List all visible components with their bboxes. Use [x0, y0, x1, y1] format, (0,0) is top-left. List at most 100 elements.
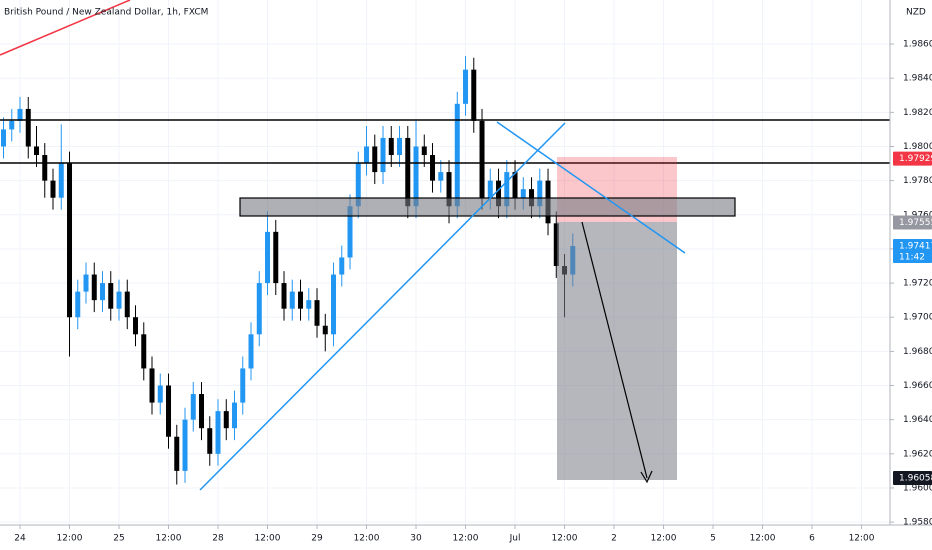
y-tick-label: 1.96000: [903, 483, 932, 493]
candle-body: [75, 291, 81, 318]
x-tick-label: 12:00: [255, 534, 281, 544]
axes: 1.95800 1.96000 1.96200 1.96400 1.96600 1.968…: [14, 40, 932, 544]
candle-body: [397, 137, 403, 156]
candle-body: [496, 180, 502, 207]
candle-body: [215, 411, 221, 454]
currency-label: NZD: [906, 8, 926, 18]
arrow-head: [640, 470, 653, 484]
candle-body: [405, 137, 411, 207]
candle-body: [83, 274, 89, 292]
candle-body: [463, 69, 469, 104]
candle-body: [50, 180, 56, 198]
candle-body: [281, 283, 287, 309]
x-tick-label: 12:00: [57, 534, 83, 544]
candle-body: [133, 317, 139, 335]
candle-body: [471, 69, 477, 121]
y-tick-label: 1.97800: [903, 176, 932, 186]
candle-body: [116, 291, 122, 309]
candle-body: [124, 291, 130, 318]
candle-body: [372, 146, 378, 173]
y-tick-label: 1.98400: [903, 74, 932, 84]
x-tick-label: 6: [809, 534, 815, 544]
target-zone: [557, 222, 677, 480]
chart-title: British Pound / New Zealand Dollar, 1h, …: [4, 8, 208, 18]
x-tick-label: 5: [710, 534, 716, 544]
candle-body: [100, 283, 106, 301]
candle-body: [256, 283, 262, 335]
candle-body: [273, 231, 279, 284]
x-tick-label: Jul: [509, 534, 521, 544]
candle-body: [520, 189, 526, 198]
x-tick-label: 12:00: [750, 534, 776, 544]
y-tick-label: 1.98600: [903, 40, 932, 50]
price-tag: [893, 239, 932, 264]
price-tag-label: 1.96058: [899, 474, 932, 484]
candle-body: [504, 172, 510, 207]
candle-body: [58, 163, 64, 198]
candle-body: [446, 172, 452, 207]
x-tick-label: 12:00: [849, 534, 875, 544]
trend-line-red: [0, 0, 131, 56]
trend-line: [199, 122, 566, 491]
x-tick-label: 25: [113, 534, 124, 544]
candle-body: [430, 155, 436, 181]
y-tick-label: 1.95800: [903, 518, 932, 528]
candle-body: [67, 163, 73, 318]
candle-body: [157, 385, 163, 403]
price-tag: [893, 151, 932, 166]
candle-body: [306, 300, 312, 309]
price-tag-label: 1.97929: [899, 154, 932, 164]
x-tick-label: 24: [14, 534, 26, 544]
candle-body: [512, 172, 518, 198]
candle-body: [182, 419, 188, 471]
price-tag-label: 1.97555: [899, 218, 932, 228]
x-tick-label: 30: [410, 534, 422, 544]
candle-body: [1, 129, 7, 147]
candle-body: [34, 146, 40, 156]
candle-body: [223, 411, 229, 429]
x-tick-label: 29: [311, 534, 323, 544]
candle-body: [314, 300, 320, 326]
candle-body: [232, 402, 238, 429]
candle-body: [487, 180, 493, 198]
candle-body: [240, 368, 246, 403]
candle-body: [331, 274, 337, 335]
candle-body: [42, 155, 48, 181]
candle-body: [248, 334, 254, 369]
price-tag: [893, 471, 932, 486]
candle-body: [17, 108, 23, 121]
candle-body: [149, 368, 155, 403]
candle-body: [298, 291, 304, 309]
x-tick-label: 28: [212, 534, 224, 544]
candle-body: [438, 172, 444, 181]
candle-body: [339, 257, 345, 275]
price-tag-label: 1.97417: [899, 242, 932, 252]
y-tick-label: 1.98000: [903, 142, 932, 152]
candle-body: [174, 436, 180, 471]
price-tag: [893, 215, 932, 230]
candle-body: [413, 146, 419, 207]
x-tick-label: 12:00: [156, 534, 182, 544]
candle-body: [479, 120, 485, 198]
y-tick-label: 1.96400: [903, 415, 932, 425]
y-tick-label: 1.96600: [903, 381, 932, 391]
candle-body: [537, 180, 543, 207]
x-tick-label: 12:00: [552, 534, 578, 544]
candle-body: [108, 283, 114, 309]
candle-body: [141, 334, 147, 369]
y-tick-label: 1.97000: [903, 313, 932, 323]
price-tag-countdown: 11:42: [899, 253, 925, 263]
candle-body: [9, 120, 15, 130]
candle-body: [454, 103, 460, 207]
candle-body: [347, 206, 353, 258]
arrow-line: [581, 221, 648, 479]
y-tick-label: 1.97600: [903, 210, 932, 220]
candle-body: [207, 428, 213, 454]
candle-body: [388, 137, 394, 156]
y-tick-label: 1.97200: [903, 279, 932, 289]
candle-body: [421, 146, 427, 156]
candle-body: [380, 137, 386, 173]
y-tick-label: 1.96800: [903, 347, 932, 357]
candle-body: [364, 146, 370, 164]
